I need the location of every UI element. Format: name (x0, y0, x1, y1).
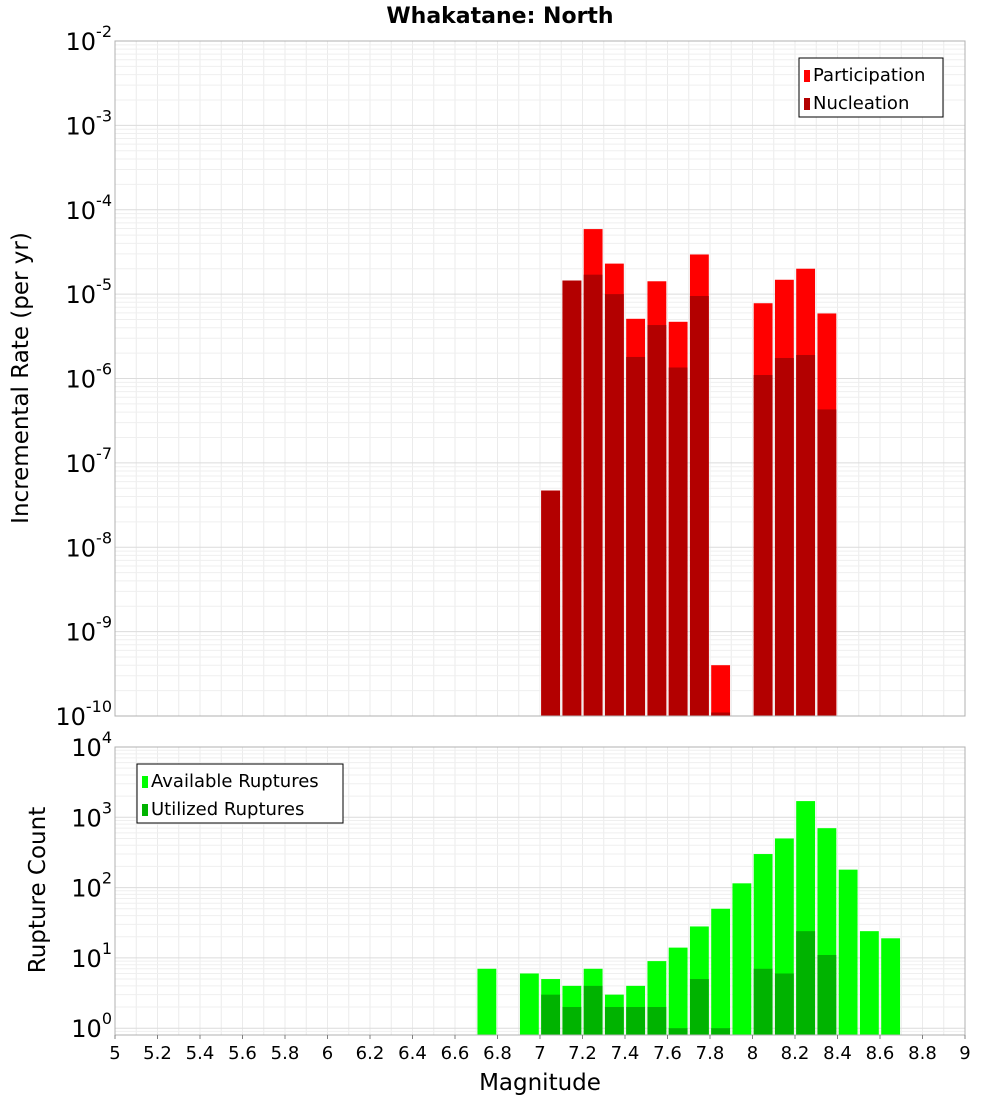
bottom-bar-utilized-ruptures (647, 1007, 667, 1035)
x-tick-label: 7.8 (696, 1043, 725, 1064)
bottom-legend-label-available-ruptures: Available Ruptures (151, 771, 319, 792)
bottom-y-ticks: 100 101 102 103 104 (71, 728, 112, 1043)
bottom-legend-box (136, 763, 344, 824)
bottom-bar-available-ruptures (838, 869, 858, 1035)
x-tick-label: 8.6 (866, 1043, 895, 1064)
top-y-tick-label: 10-3 (66, 106, 113, 140)
bottom-y-tick-label: 103 (71, 798, 112, 832)
bottom-bar-utilized-ruptures (689, 979, 709, 1035)
bottom-bar-utilized-ruptures (583, 985, 603, 1035)
x-ticks: 5 5.2 5.4 5.6 5.8 6 6.2 6.4 6.6 6.8 7 7.2 7.4 7.6 7.8 8… (109, 1035, 971, 1064)
top-bar-nucleation (626, 356, 646, 716)
top-bar-nucleation (541, 490, 561, 716)
x-tick-label: 8.4 (823, 1043, 852, 1064)
x-tick-label: 7 (534, 1043, 545, 1064)
bottom-bar-available-ruptures (477, 968, 497, 1035)
x-tick-label: 5.6 (228, 1043, 257, 1064)
bottom-plot: 100 101 102 103 104 5 5.2 5.4 5.6 5.8 6 6.2 6.4 6.6 6.… (71, 728, 970, 1064)
top-bar-nucleation (689, 296, 709, 716)
bottom-bar-utilized-ruptures (774, 973, 794, 1035)
bottom-legend-label-utilized-ruptures: Utilized Ruptures (151, 799, 304, 820)
chart-title: Whakatane: North (386, 4, 613, 29)
top-legend-label-nucleation: Nucleation (813, 93, 909, 114)
top-bars (541, 229, 837, 717)
top-bar-nucleation (562, 280, 582, 716)
bottom-bar-available-ruptures (859, 931, 879, 1035)
bottom-bar-available-ruptures (732, 883, 752, 1035)
top-legend-swatch-nucleation (804, 98, 810, 110)
top-legend: Participation Nucleation (798, 57, 944, 118)
bottom-bar-available-ruptures (711, 908, 731, 1035)
top-y-tick-label: 10-8 (66, 528, 113, 562)
bottom-y-tick-label: 101 (71, 939, 112, 973)
top-bar-nucleation (753, 375, 773, 716)
bottom-bar-utilized-ruptures (626, 1007, 646, 1035)
x-tick-label: 6 (322, 1043, 333, 1064)
bottom-y-tick-label: 104 (71, 728, 112, 762)
top-legend-box (798, 57, 944, 118)
top-legend-swatch-participation (804, 70, 810, 82)
top-bar-nucleation (711, 712, 731, 716)
x-tick-label: 8.2 (781, 1043, 810, 1064)
x-axis-label: Magnitude (479, 1070, 601, 1096)
bottom-bar-utilized-ruptures (817, 954, 837, 1035)
bottom-bar-utilized-ruptures (668, 1028, 688, 1035)
top-y-tick-label: 10-5 (66, 275, 113, 309)
x-tick-label: 6.6 (441, 1043, 470, 1064)
top-bar-nucleation (817, 409, 837, 716)
bottom-bar-available-ruptures (668, 947, 688, 1035)
bottom-bars (477, 801, 901, 1035)
bottom-y-tick-label: 100 (71, 1009, 112, 1043)
top-plot-frame (114, 40, 966, 717)
top-bar-nucleation (796, 354, 816, 716)
x-tick-label: 5.2 (143, 1043, 172, 1064)
top-y-ticks: 10-10 10-9 10-8 10-7 10-6 10-5 10-4 10-3 10-2 (55, 22, 112, 731)
x-tick-label: 5.8 (271, 1043, 300, 1064)
x-tick-label: 5.4 (186, 1043, 215, 1064)
bottom-bar-utilized-ruptures (541, 994, 561, 1035)
top-y-tick-label: 10-9 (66, 613, 113, 647)
x-tick-label: 8.8 (908, 1043, 937, 1064)
x-tick-label: 9 (959, 1043, 970, 1064)
top-y-tick-label: 10-10 (55, 697, 112, 731)
top-legend-label-participation: Participation (813, 65, 925, 86)
x-tick-label: 7.4 (611, 1043, 640, 1064)
x-tick-label: 6.2 (356, 1043, 385, 1064)
top-plot: 10-10 10-9 10-8 10-7 10-6 10-5 10-4 10-3 10-2 Par… (55, 22, 966, 731)
bottom-bar-available-ruptures (519, 973, 539, 1035)
bottom-bar-utilized-ruptures (753, 968, 773, 1035)
bottom-bar-available-ruptures (881, 938, 901, 1035)
top-y-tick-label: 10-4 (66, 191, 113, 225)
top-bar-nucleation (583, 274, 603, 716)
top-bar-nucleation (774, 357, 794, 716)
top-bar-nucleation (604, 294, 624, 716)
top-bar-nucleation (647, 325, 667, 716)
x-tick-label: 6.4 (398, 1043, 427, 1064)
bottom-legend: Available Ruptures Utilized Ruptures (136, 763, 344, 824)
bottom-y-axis-label: Rupture Count (25, 807, 51, 973)
x-tick-label: 6.8 (483, 1043, 512, 1064)
top-y-tick-label: 10-6 (66, 360, 113, 394)
top-bar-participation (711, 665, 731, 716)
top-grid (114, 41, 966, 717)
bottom-legend-swatch-available-ruptures (142, 776, 148, 788)
x-tick-label: 5 (109, 1043, 120, 1064)
top-y-tick-label: 10-7 (66, 444, 113, 478)
top-y-tick-label: 10-2 (66, 22, 113, 56)
bottom-bar-utilized-ruptures (604, 1007, 624, 1035)
top-y-axis-label: Incremental Rate (per yr) (8, 232, 34, 524)
bottom-y-tick-label: 102 (71, 869, 112, 903)
bottom-bar-utilized-ruptures (562, 1007, 582, 1035)
x-tick-label: 7.6 (653, 1043, 682, 1064)
top-bar-nucleation (668, 367, 688, 716)
bottom-bar-utilized-ruptures (796, 931, 816, 1035)
x-tick-label: 8 (747, 1043, 758, 1064)
bottom-bar-utilized-ruptures (711, 1028, 731, 1035)
x-tick-label: 7.2 (568, 1043, 597, 1064)
bottom-legend-swatch-utilized-ruptures (142, 804, 148, 816)
